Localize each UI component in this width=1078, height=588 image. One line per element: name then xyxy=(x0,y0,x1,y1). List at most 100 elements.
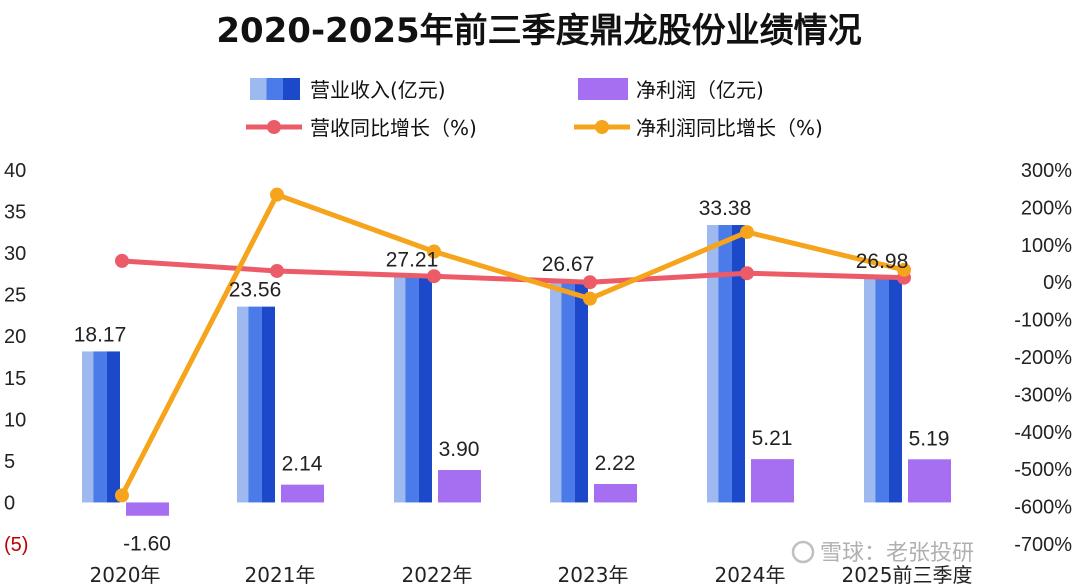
revenue-bar-segment xyxy=(864,278,876,503)
profit-data-label: 2.22 xyxy=(595,452,636,475)
revenue-bar-segment xyxy=(550,280,562,503)
left-tick-label: 20 xyxy=(4,326,26,348)
revenue-growth-point xyxy=(583,275,597,290)
legend-label-profit: 净利润（亿元) xyxy=(636,78,764,102)
revenue-bar-segment xyxy=(248,306,262,503)
revenue-data-label: 26.67 xyxy=(542,253,595,276)
right-tick-label: 0% xyxy=(1043,272,1072,294)
category-labels: 2020年 2021年 2022年 2023年 2024年 2025前三季度 xyxy=(90,563,973,587)
left-tick-label: 40 xyxy=(4,160,26,182)
data-labels: 18.17 -1.60 23.56 2.14 27.21 3.90 26.67 2.22 33.… xyxy=(74,197,950,555)
right-tick-label: -600% xyxy=(1014,497,1072,519)
legend: 营业收入(亿元) 净利润（亿元) 营收同比增长（%) 净利润同比增长（%) xyxy=(246,78,823,140)
profit-growth-point xyxy=(115,488,129,503)
left-tick-label: (5) xyxy=(4,534,28,556)
left-tick-label: 15 xyxy=(4,368,26,390)
revenue-bar-segment xyxy=(875,278,889,503)
right-tick-label: -300% xyxy=(1014,384,1072,406)
revenue-bar xyxy=(394,276,432,503)
revenue-bar-segment xyxy=(731,225,745,503)
chart-title: 2020-2025年前三季度鼎龙股份业绩情况 xyxy=(216,11,861,51)
profit-bar xyxy=(281,484,324,503)
category-label: 2024年 xyxy=(715,563,786,587)
left-tick-label: 5 xyxy=(4,451,15,473)
revenue-bar xyxy=(707,225,745,503)
left-tick-label: 25 xyxy=(4,285,26,307)
revenue-bar-segment xyxy=(394,276,406,503)
right-axis: -700% -600% -500% -400% -300% -200% -100% 0% 100… xyxy=(1014,160,1072,556)
revenue-bar xyxy=(550,280,588,503)
profit-data-label: 5.19 xyxy=(909,427,950,450)
watermark: 雪球：老张投研 xyxy=(791,540,974,566)
revenue-bar-segment xyxy=(561,280,575,503)
revenue-growth-point xyxy=(270,263,284,278)
legend-label-revenue-growth: 营收同比增长（%) xyxy=(310,116,477,140)
bars xyxy=(82,225,951,516)
profit-data-label: 5.21 xyxy=(752,427,793,450)
profit-growth-point xyxy=(583,291,597,306)
category-label: 2022年 xyxy=(402,563,473,587)
right-tick-label: 300% xyxy=(1021,160,1072,182)
profit-growth-point xyxy=(427,244,441,259)
profit-bar xyxy=(751,459,794,503)
revenue-bar-segment xyxy=(574,280,588,503)
profit-growth-point xyxy=(740,225,754,240)
left-axis: (5) 0 5 10 15 20 25 30 35 40 xyxy=(4,160,28,556)
category-label: 2023年 xyxy=(558,563,629,587)
left-tick-label: 35 xyxy=(4,202,26,224)
right-tick-label: -400% xyxy=(1014,422,1072,444)
profit-data-label: 2.14 xyxy=(282,453,323,476)
watermark-text: 雪球：老张投研 xyxy=(820,541,974,566)
revenue-bar-segment xyxy=(707,225,719,503)
right-tick-label: 100% xyxy=(1021,235,1072,257)
legend-swatch-revenue xyxy=(250,78,300,100)
legend-swatch-profit xyxy=(578,78,628,100)
watermark-logo-icon xyxy=(791,540,815,564)
revenue-bar-segment xyxy=(888,278,902,503)
profit-bar xyxy=(438,470,481,503)
revenue-bar-segment xyxy=(237,306,249,503)
revenue-bar-segment xyxy=(405,276,419,503)
right-tick-label: 200% xyxy=(1021,197,1072,219)
revenue-bar-segment xyxy=(106,351,120,503)
right-tick-label: -200% xyxy=(1014,347,1072,369)
legend-label-profit-growth: 净利润同比增长（%) xyxy=(636,116,823,140)
revenue-growth-line xyxy=(121,258,905,285)
revenue-growth-point xyxy=(115,253,129,268)
legend-marker-revenue-growth xyxy=(267,120,281,134)
revenue-bar-segment xyxy=(82,351,94,503)
right-tick-label: -500% xyxy=(1014,459,1072,481)
legend-marker-profit-growth xyxy=(595,120,609,134)
revenue-data-label: 26.98 xyxy=(856,250,909,273)
right-tick-label: -100% xyxy=(1014,310,1072,332)
profit-growth-point xyxy=(270,187,284,202)
revenue-data-label: 33.38 xyxy=(699,197,752,220)
profit-bar xyxy=(908,459,951,503)
revenue-growth-point xyxy=(740,266,754,281)
legend-label-revenue: 营业收入(亿元) xyxy=(310,78,446,102)
revenue-bar xyxy=(82,351,120,503)
profit-data-label: 3.90 xyxy=(439,438,480,461)
revenue-data-label: 23.56 xyxy=(229,279,282,302)
left-tick-label: 10 xyxy=(4,409,26,431)
revenue-growth-point xyxy=(427,269,441,284)
profit-bar xyxy=(594,483,637,503)
category-label: 2021年 xyxy=(245,563,316,587)
revenue-bar-segment xyxy=(93,351,107,503)
revenue-bar-segment xyxy=(718,225,732,503)
revenue-bar xyxy=(237,306,275,503)
profit-growth-point xyxy=(897,262,911,277)
left-tick-label: 0 xyxy=(4,492,15,514)
profit-bar xyxy=(126,502,169,516)
category-label: 2025前三季度 xyxy=(842,563,973,587)
revenue-data-label: 18.17 xyxy=(74,323,127,346)
revenue-data-label: 27.21 xyxy=(386,248,439,271)
left-tick-label: 30 xyxy=(4,243,26,265)
category-label: 2020年 xyxy=(90,563,161,587)
profit-data-label: -1.60 xyxy=(123,532,171,555)
right-tick-label: -700% xyxy=(1014,534,1072,556)
revenue-bar-segment xyxy=(418,276,432,503)
profit-growth-line xyxy=(119,192,905,497)
lines xyxy=(115,187,911,503)
revenue-bar xyxy=(864,278,902,503)
